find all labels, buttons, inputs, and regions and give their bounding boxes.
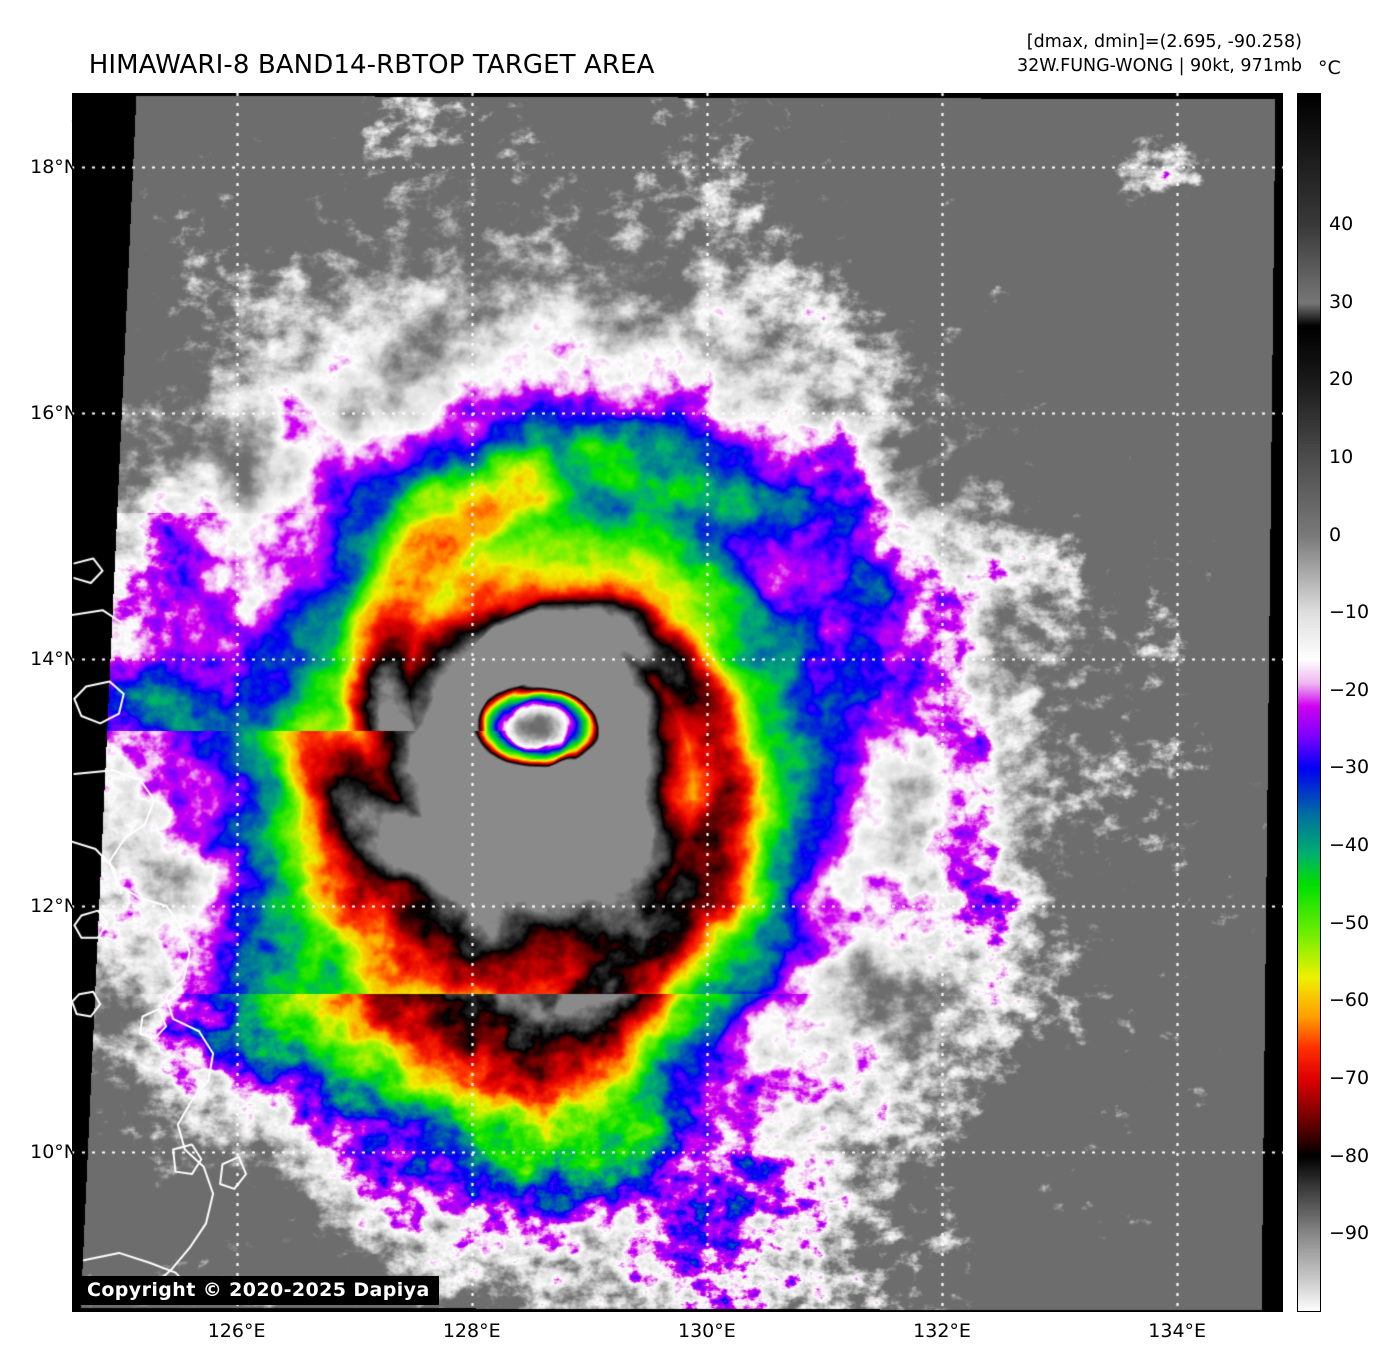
lon-tick-128: 128°E xyxy=(442,1320,501,1342)
colorbar-tick--20: −20 xyxy=(1329,678,1370,701)
lon-tick-126: 126°E xyxy=(207,1320,266,1342)
lat-tick-16: 16°N xyxy=(30,402,78,425)
lat-tick-10: 10°N xyxy=(30,1140,78,1163)
lat-tick-12: 12°N xyxy=(30,894,78,917)
colorbar-tick--50: −50 xyxy=(1329,911,1370,934)
colorbar-tick-10: 10 xyxy=(1329,445,1354,468)
storm-info-label: 32W.FUNG-WONG | 90kt, 971mb xyxy=(1017,56,1302,76)
colorbar-tick-40: 40 xyxy=(1329,212,1354,235)
colorbar-tick--70: −70 xyxy=(1329,1067,1370,1090)
lon-tick-134: 134°E xyxy=(1148,1320,1207,1342)
lat-tick-18: 18°N xyxy=(30,155,78,178)
colorbar-tick-0: 0 xyxy=(1329,523,1342,546)
colorbar-tick-30: 30 xyxy=(1329,290,1354,313)
lat-tick-14: 14°N xyxy=(30,648,78,671)
title-line-1: HIMAWARI-8 BAND14-RBTOP TARGET AREA xyxy=(88,50,655,80)
colorbar-tick--60: −60 xyxy=(1329,989,1370,1012)
data-range-label: [dmax, dmin]=(2.695, -90.258) xyxy=(1026,32,1302,52)
colorbar-tick--80: −80 xyxy=(1329,1144,1370,1167)
satellite-imagery-canvas xyxy=(72,93,1283,1312)
colorbar-tick--30: −30 xyxy=(1329,756,1370,779)
colorbar-tick--40: −40 xyxy=(1329,834,1370,857)
colorbar-unit-label: °C xyxy=(1318,57,1341,79)
colorbar-tick--10: −10 xyxy=(1329,601,1370,624)
metadata-block: [dmax, dmin]=(2.695, -90.258) 32W.FUNG-W… xyxy=(882,30,1302,78)
colorbar-gradient xyxy=(1297,93,1321,1312)
colorbar[interactable] xyxy=(1297,93,1321,1312)
colorbar-tick--90: −90 xyxy=(1329,1222,1370,1245)
copyright-watermark: Copyright © 2020-2025 Dapiya xyxy=(78,1276,439,1305)
lon-tick-130: 130°E xyxy=(678,1320,736,1342)
satellite-image-plot[interactable]: Copyright © 2020-2025 Dapiya xyxy=(72,93,1283,1312)
lon-tick-132: 132°E xyxy=(913,1320,971,1342)
colorbar-tick-20: 20 xyxy=(1329,368,1354,391)
